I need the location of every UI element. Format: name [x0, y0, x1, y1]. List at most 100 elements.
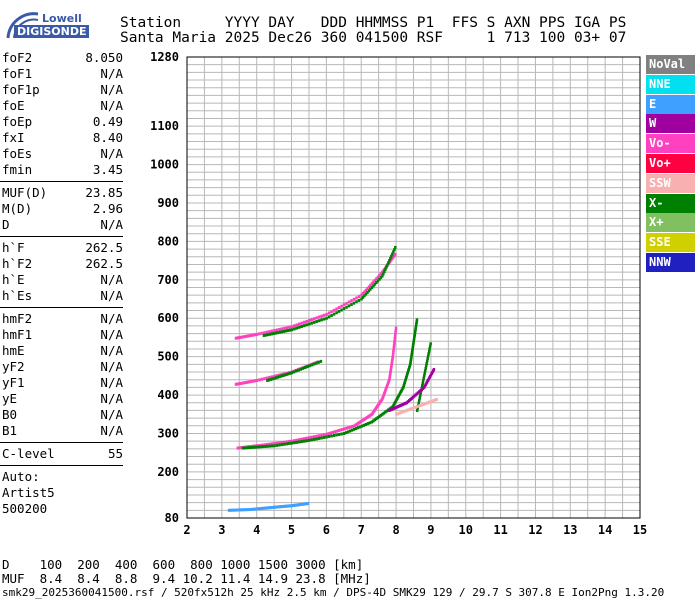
data-point	[272, 331, 276, 335]
data-point	[240, 335, 244, 339]
data-point	[390, 406, 393, 410]
data-point	[388, 259, 391, 263]
param-row: hmF1 N/A	[0, 327, 130, 343]
header-line-2: Santa Maria 2025 Dec26 360 041500 RSF 1 …	[120, 30, 627, 46]
data-point	[285, 326, 289, 330]
data-point	[248, 508, 252, 512]
data-point	[300, 437, 303, 441]
data-point	[414, 328, 417, 332]
data-point	[429, 400, 432, 404]
data-point	[305, 319, 308, 323]
series-1-trace-2	[266, 359, 323, 382]
data-point	[417, 401, 420, 405]
data-point	[246, 446, 249, 450]
data-point	[408, 407, 412, 411]
data-point	[280, 327, 284, 331]
data-point	[293, 441, 296, 445]
data-point	[257, 445, 260, 449]
data-point	[283, 373, 287, 377]
data-point	[391, 352, 395, 356]
data-point	[315, 437, 318, 441]
data-point	[392, 348, 395, 352]
data-point	[295, 326, 299, 330]
data-point	[428, 344, 432, 348]
data-point	[341, 427, 344, 431]
lowell-digisonde-logo: Lowell DIGISONDE	[4, 8, 90, 42]
data-point	[300, 321, 303, 325]
artist-version: 500200	[2, 501, 48, 516]
data-point	[268, 332, 272, 336]
data-point	[243, 446, 247, 450]
data-point	[369, 283, 372, 287]
data-point	[412, 339, 415, 343]
data-point	[290, 441, 294, 445]
param-row: yE N/A	[0, 391, 130, 407]
data-point	[298, 440, 301, 444]
data-point	[331, 430, 334, 434]
data-point	[278, 375, 281, 379]
data-point	[350, 299, 353, 303]
data-point	[290, 439, 294, 443]
data-point	[405, 376, 408, 380]
data-point	[295, 369, 298, 373]
data-point	[385, 409, 389, 413]
data-point	[288, 371, 292, 375]
data-point	[355, 296, 358, 300]
data-point	[254, 333, 257, 337]
data-point	[305, 436, 308, 440]
data-point	[312, 320, 316, 324]
data-point	[293, 324, 296, 328]
data-point	[412, 406, 416, 410]
data-point	[424, 364, 428, 368]
data-point	[329, 431, 332, 435]
data-point	[312, 435, 316, 439]
data-point	[242, 508, 246, 512]
data-point	[237, 382, 241, 386]
param-key: foE	[2, 98, 25, 113]
data-point	[379, 272, 383, 276]
data-point	[307, 438, 311, 442]
data-point	[295, 438, 299, 442]
legend-entry-ssw: SSW	[646, 173, 695, 193]
artist-label: Artist5	[2, 485, 55, 500]
data-point	[281, 374, 285, 378]
data-point	[288, 439, 291, 443]
param-row: h`Es N/A	[0, 288, 130, 304]
param-row: foEs N/A	[0, 146, 130, 162]
y-tick-label: 800	[157, 234, 179, 248]
data-point	[379, 413, 383, 417]
data-point	[262, 506, 266, 510]
data-point	[310, 318, 313, 322]
data-point	[411, 346, 415, 350]
data-point	[414, 326, 417, 330]
data-point	[366, 287, 369, 291]
data-point	[409, 361, 412, 365]
data-point	[302, 437, 306, 441]
data-point	[391, 355, 395, 359]
data-point	[364, 292, 368, 296]
data-point	[283, 442, 286, 446]
data-point	[407, 369, 410, 373]
data-point	[293, 327, 296, 331]
data-point	[234, 382, 238, 386]
data-point	[394, 252, 397, 256]
data-point	[303, 366, 307, 370]
data-point	[394, 333, 397, 337]
data-point	[381, 274, 384, 278]
data-point	[388, 378, 391, 382]
data-point	[253, 507, 257, 511]
data-point	[273, 376, 276, 380]
data-point	[241, 508, 244, 512]
y-tick-label: 80	[165, 511, 179, 525]
param-key: B1	[2, 423, 18, 438]
data-point	[290, 371, 294, 375]
data-point	[266, 378, 269, 382]
param-row: fxI 8.40	[0, 130, 130, 146]
param-key: foF1	[2, 66, 33, 81]
param-key: foEp	[2, 114, 33, 129]
data-point	[421, 379, 425, 383]
data-point	[268, 444, 272, 448]
data-point	[255, 507, 259, 511]
data-point	[242, 381, 245, 385]
data-point	[320, 314, 323, 318]
